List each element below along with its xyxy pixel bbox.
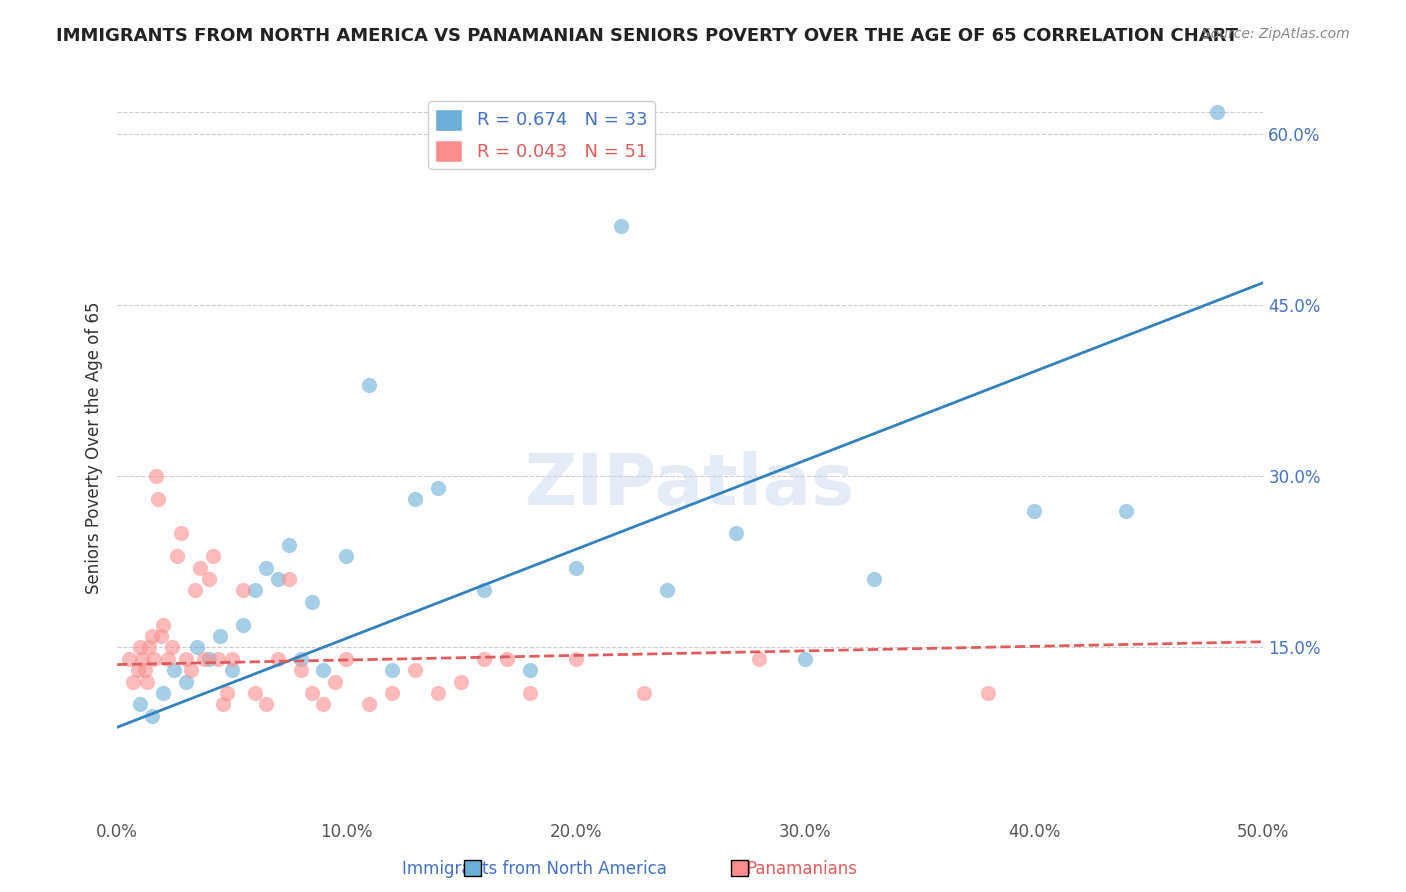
Point	[141, 629, 163, 643]
Point	[472, 583, 495, 598]
Point	[335, 549, 357, 564]
Point	[381, 686, 404, 700]
Point	[141, 709, 163, 723]
Point	[312, 663, 335, 677]
Point	[136, 674, 159, 689]
Point	[142, 652, 165, 666]
Text: Immigrants from North America: Immigrants from North America	[402, 860, 666, 878]
Point	[519, 663, 541, 677]
Point	[312, 698, 335, 712]
Point	[138, 640, 160, 655]
Point	[1022, 503, 1045, 517]
Point	[725, 526, 748, 541]
Point	[404, 492, 426, 507]
Point	[977, 686, 1000, 700]
Point	[180, 663, 202, 677]
Point	[156, 652, 179, 666]
Point	[657, 583, 679, 598]
Point	[129, 698, 152, 712]
Point	[243, 583, 266, 598]
Point	[793, 652, 815, 666]
Point	[450, 674, 472, 689]
Point	[198, 572, 221, 586]
Point	[134, 663, 156, 677]
Point	[427, 481, 450, 495]
Point	[564, 652, 586, 666]
Point	[186, 640, 208, 655]
Point	[209, 629, 232, 643]
Point	[148, 492, 170, 507]
Legend: R = 0.674   N = 33, R = 0.043   N = 51: R = 0.674 N = 33, R = 0.043 N = 51	[427, 102, 655, 169]
Point	[496, 652, 519, 666]
Point	[633, 686, 655, 700]
Point	[232, 617, 254, 632]
Point	[118, 652, 141, 666]
Point	[427, 686, 450, 700]
Text: ZIPatlas: ZIPatlas	[526, 450, 855, 519]
Point	[472, 652, 495, 666]
Point	[610, 219, 633, 233]
Point	[188, 560, 211, 574]
Point	[748, 652, 770, 666]
Point	[254, 560, 277, 574]
Point	[278, 538, 301, 552]
Point	[1206, 104, 1229, 119]
Text: Panamanians: Panamanians	[747, 860, 856, 878]
Point	[166, 549, 188, 564]
Point	[335, 652, 357, 666]
Point	[127, 663, 149, 677]
Point	[163, 663, 186, 677]
Point	[278, 572, 301, 586]
Point	[301, 595, 323, 609]
Point	[266, 652, 288, 666]
Point	[122, 674, 145, 689]
Point	[160, 640, 183, 655]
Point	[152, 617, 174, 632]
Point	[221, 663, 243, 677]
Point	[145, 469, 167, 483]
Point	[381, 663, 404, 677]
Point	[359, 698, 381, 712]
Point	[131, 652, 153, 666]
Point	[519, 686, 541, 700]
Point	[243, 686, 266, 700]
Text: IMMIGRANTS FROM NORTH AMERICA VS PANAMANIAN SENIORS POVERTY OVER THE AGE OF 65 C: IMMIGRANTS FROM NORTH AMERICA VS PANAMAN…	[56, 27, 1239, 45]
Point	[149, 629, 172, 643]
Point	[202, 549, 225, 564]
Point	[152, 686, 174, 700]
Point	[564, 560, 586, 574]
Point	[290, 663, 312, 677]
Point	[221, 652, 243, 666]
Point	[184, 583, 207, 598]
Point	[217, 686, 239, 700]
Point	[301, 686, 323, 700]
Point	[207, 652, 229, 666]
Point	[193, 652, 215, 666]
Point	[211, 698, 233, 712]
Point	[359, 378, 381, 392]
Point	[174, 674, 197, 689]
Y-axis label: Seniors Poverty Over the Age of 65: Seniors Poverty Over the Age of 65	[86, 301, 103, 594]
Point	[290, 652, 312, 666]
Point	[862, 572, 884, 586]
Point	[198, 652, 221, 666]
Point	[129, 640, 152, 655]
Point	[323, 674, 346, 689]
Point	[232, 583, 254, 598]
Point	[1115, 503, 1137, 517]
Point	[254, 698, 277, 712]
Point	[266, 572, 288, 586]
Point	[174, 652, 197, 666]
Point	[404, 663, 426, 677]
Text: Source: ZipAtlas.com: Source: ZipAtlas.com	[1202, 27, 1350, 41]
Point	[170, 526, 193, 541]
